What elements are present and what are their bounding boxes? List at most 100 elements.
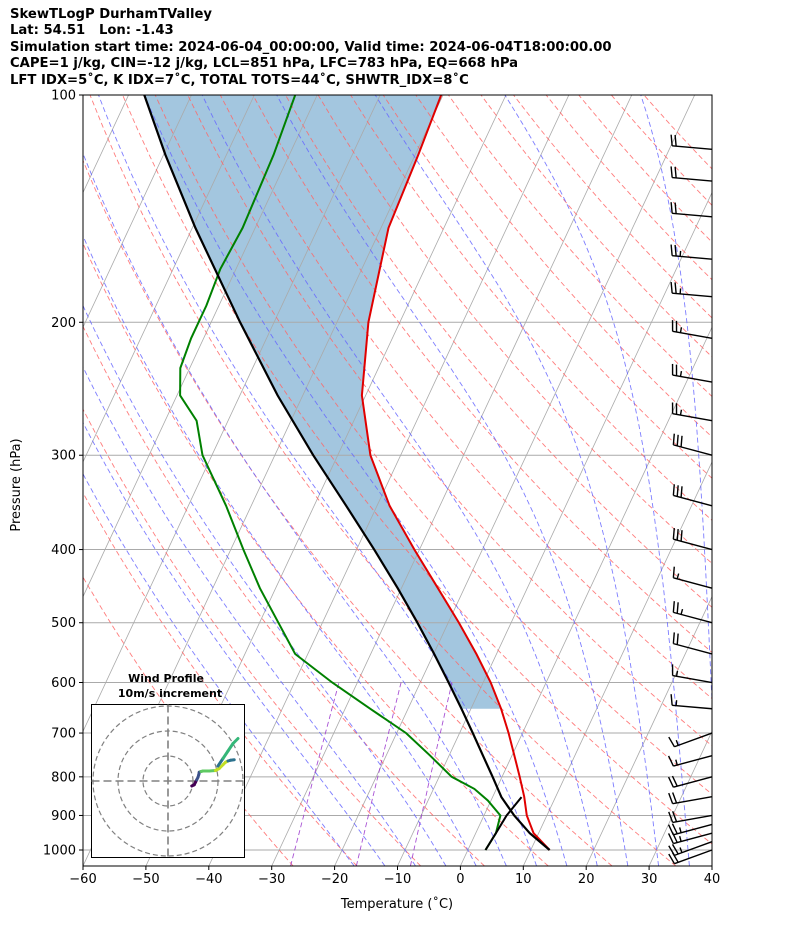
dry-adiabat-line bbox=[382, 95, 712, 479]
wind-barb-shaft bbox=[674, 849, 713, 865]
y-tick-label: 1000 bbox=[43, 844, 76, 859]
moist-adiabat-line bbox=[374, 95, 660, 866]
wind-barb-shaft bbox=[673, 538, 713, 551]
dry-adiabat-line bbox=[83, 576, 294, 866]
wind-barb-shaft bbox=[672, 330, 713, 339]
wind-barb bbox=[671, 402, 713, 422]
wind-barb-half bbox=[676, 573, 680, 580]
x-tick-label: 10 bbox=[515, 872, 532, 887]
wind-barb-flag bbox=[668, 853, 676, 865]
parcel-line bbox=[143, 95, 551, 851]
wind-barb bbox=[670, 244, 713, 260]
wind-barb-shaft bbox=[672, 674, 713, 684]
wind-barb-flag bbox=[671, 775, 678, 787]
dry-adiabat-line bbox=[643, 95, 712, 170]
isotherm-line bbox=[208, 95, 570, 866]
dry-adiabat-line bbox=[154, 95, 712, 795]
wind-barb-flag bbox=[667, 833, 674, 844]
isotherm-line bbox=[522, 460, 712, 866]
wind-barb bbox=[668, 810, 713, 824]
wind-barb-half bbox=[678, 835, 682, 842]
x-tick-label: −10 bbox=[384, 872, 411, 887]
wind-barb-flag bbox=[670, 202, 673, 214]
wind-barb bbox=[670, 202, 713, 218]
wind-barb-flag bbox=[672, 792, 678, 804]
wind-barb-flag bbox=[674, 166, 677, 178]
dry-adiabat-line bbox=[83, 491, 358, 866]
isotherm-line bbox=[334, 95, 696, 866]
wind-barb bbox=[672, 632, 713, 655]
wind-barb-flag bbox=[667, 776, 674, 788]
wind-barb-flag bbox=[680, 435, 683, 448]
wind-barb-shaft bbox=[674, 841, 713, 857]
x-tick-label: 0 bbox=[456, 872, 464, 887]
wind-barb-flag bbox=[674, 244, 677, 257]
x-tick-label: 20 bbox=[578, 872, 595, 887]
wind-barb bbox=[670, 134, 713, 150]
wind-barb-flag bbox=[672, 433, 675, 445]
dry-adiabat-line bbox=[610, 95, 712, 206]
chart-title: SkewTLogP DurhamTValley bbox=[10, 7, 213, 22]
x-tick-label: 40 bbox=[704, 872, 721, 887]
time-line: Simulation start time: 2024-06-04_00:00:… bbox=[10, 39, 612, 55]
wind-barb-flag bbox=[676, 434, 679, 446]
wind-barb-flag bbox=[674, 202, 677, 214]
dry-adiabat-line bbox=[219, 95, 712, 700]
wind-barb-half bbox=[680, 608, 684, 615]
wind-barb bbox=[668, 792, 713, 805]
moist-adiabat-line bbox=[201, 95, 598, 866]
isotherm-line bbox=[0, 95, 3, 866]
wind-barb bbox=[672, 484, 713, 507]
y-tick-label: 700 bbox=[51, 727, 76, 742]
hodograph-segment bbox=[216, 757, 225, 768]
hodograph-segment bbox=[221, 749, 230, 760]
wind-barb-flag bbox=[672, 528, 675, 540]
wind-barb-half bbox=[679, 370, 683, 377]
dry-adiabat-line bbox=[187, 95, 712, 747]
temperature-line bbox=[360, 95, 551, 851]
dry-adiabat-line bbox=[83, 408, 422, 866]
wind-barb-flag bbox=[672, 601, 675, 613]
y-axis-label: Pressure (hPa) bbox=[9, 438, 24, 531]
isotherm-line bbox=[83, 95, 318, 598]
isotherm-line bbox=[775, 95, 794, 866]
wind-barb-flag bbox=[672, 632, 675, 644]
x-tick-label: −50 bbox=[132, 872, 159, 887]
parcel-dewpoint-line bbox=[484, 796, 523, 851]
y-tick-label: 100 bbox=[51, 89, 76, 104]
x-tick-label: 30 bbox=[641, 872, 658, 887]
wind-barb-flag bbox=[676, 633, 679, 645]
mixing-ratio-line bbox=[355, 682, 402, 866]
dry-adiabat-line bbox=[83, 242, 549, 866]
dewpoint-line bbox=[179, 95, 502, 851]
y-tick-label: 400 bbox=[51, 543, 76, 558]
hodograph-segment bbox=[229, 758, 236, 762]
wind-barb-flag bbox=[670, 134, 673, 146]
moist-adiabat-line bbox=[83, 366, 416, 866]
x-tick-label: −30 bbox=[258, 872, 285, 887]
dry-adiabat-line bbox=[448, 95, 712, 398]
moist-adiabat-line bbox=[143, 95, 568, 866]
y-tick-label: 800 bbox=[51, 770, 76, 785]
wind-barb-half bbox=[675, 739, 679, 746]
wind-barb bbox=[671, 320, 713, 339]
wind-barb-half bbox=[678, 827, 682, 833]
isotherm-line bbox=[648, 730, 712, 866]
wind-barb-flag bbox=[667, 824, 674, 836]
wind-barb-flag bbox=[680, 530, 683, 542]
wind-barb-flag bbox=[670, 694, 673, 706]
wind-barb-flag bbox=[672, 810, 678, 822]
moist-adiabat-line bbox=[83, 234, 477, 866]
wind-barb-shaft bbox=[673, 494, 713, 507]
wind-barb bbox=[672, 528, 713, 551]
wind-barb-flag bbox=[667, 755, 674, 767]
wind-barb-half bbox=[675, 759, 678, 766]
moist-adiabat-line bbox=[736, 95, 751, 866]
dry-adiabat-line bbox=[83, 325, 485, 866]
wind-barb-shaft bbox=[673, 754, 713, 767]
wind-barb-shaft bbox=[672, 796, 713, 805]
wind-barb-half bbox=[675, 670, 679, 677]
wind-barb bbox=[667, 775, 713, 788]
wind-barb bbox=[670, 282, 713, 298]
